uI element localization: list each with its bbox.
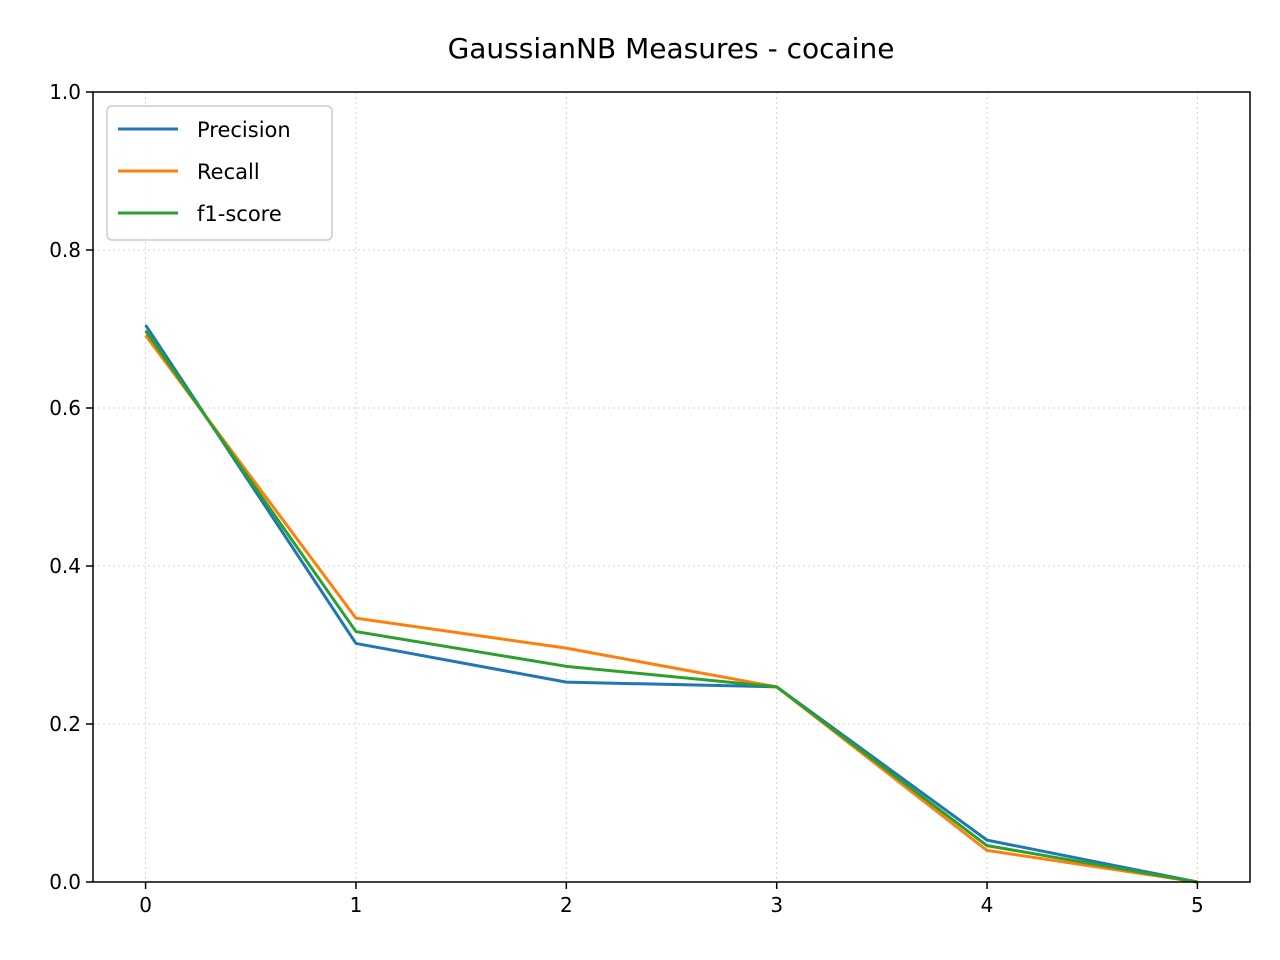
x-tick-label: 1 [350,893,363,917]
x-tick-label: 3 [770,893,783,917]
x-tick-label: 4 [981,893,994,917]
legend-label-precision: Precision [197,118,291,142]
chart-title: GaussianNB Measures - cocaine [448,32,895,65]
legend: Precision Recall f1-score [106,105,333,241]
series-line-f1-score [144,329,1198,884]
x-tick-label: 2 [560,893,573,917]
grid [93,92,1250,882]
series-line-recall [144,334,1198,884]
y-axis: 0.0 0.2 0.4 0.6 0.8 1.0 [49,80,93,894]
y-tick-label: 0.6 [49,396,81,420]
series-lines [144,324,1198,884]
plot-area-frame [92,91,1251,883]
y-tick-label: 1.0 [49,80,81,104]
x-axis: 0 1 2 3 4 5 [139,882,1204,917]
y-tick-label: 0.4 [49,554,81,578]
y-tick-label: 0.2 [49,712,81,736]
y-tick-label: 0.0 [49,870,81,894]
x-tick-label: 5 [1191,893,1204,917]
legend-label-f1-score: f1-score [197,202,282,226]
legend-label-recall: Recall [197,160,260,184]
series-line-precision [144,324,1198,884]
y-tick-label: 0.8 [49,238,81,262]
x-tick-label: 0 [139,893,152,917]
legend-box [106,105,333,241]
